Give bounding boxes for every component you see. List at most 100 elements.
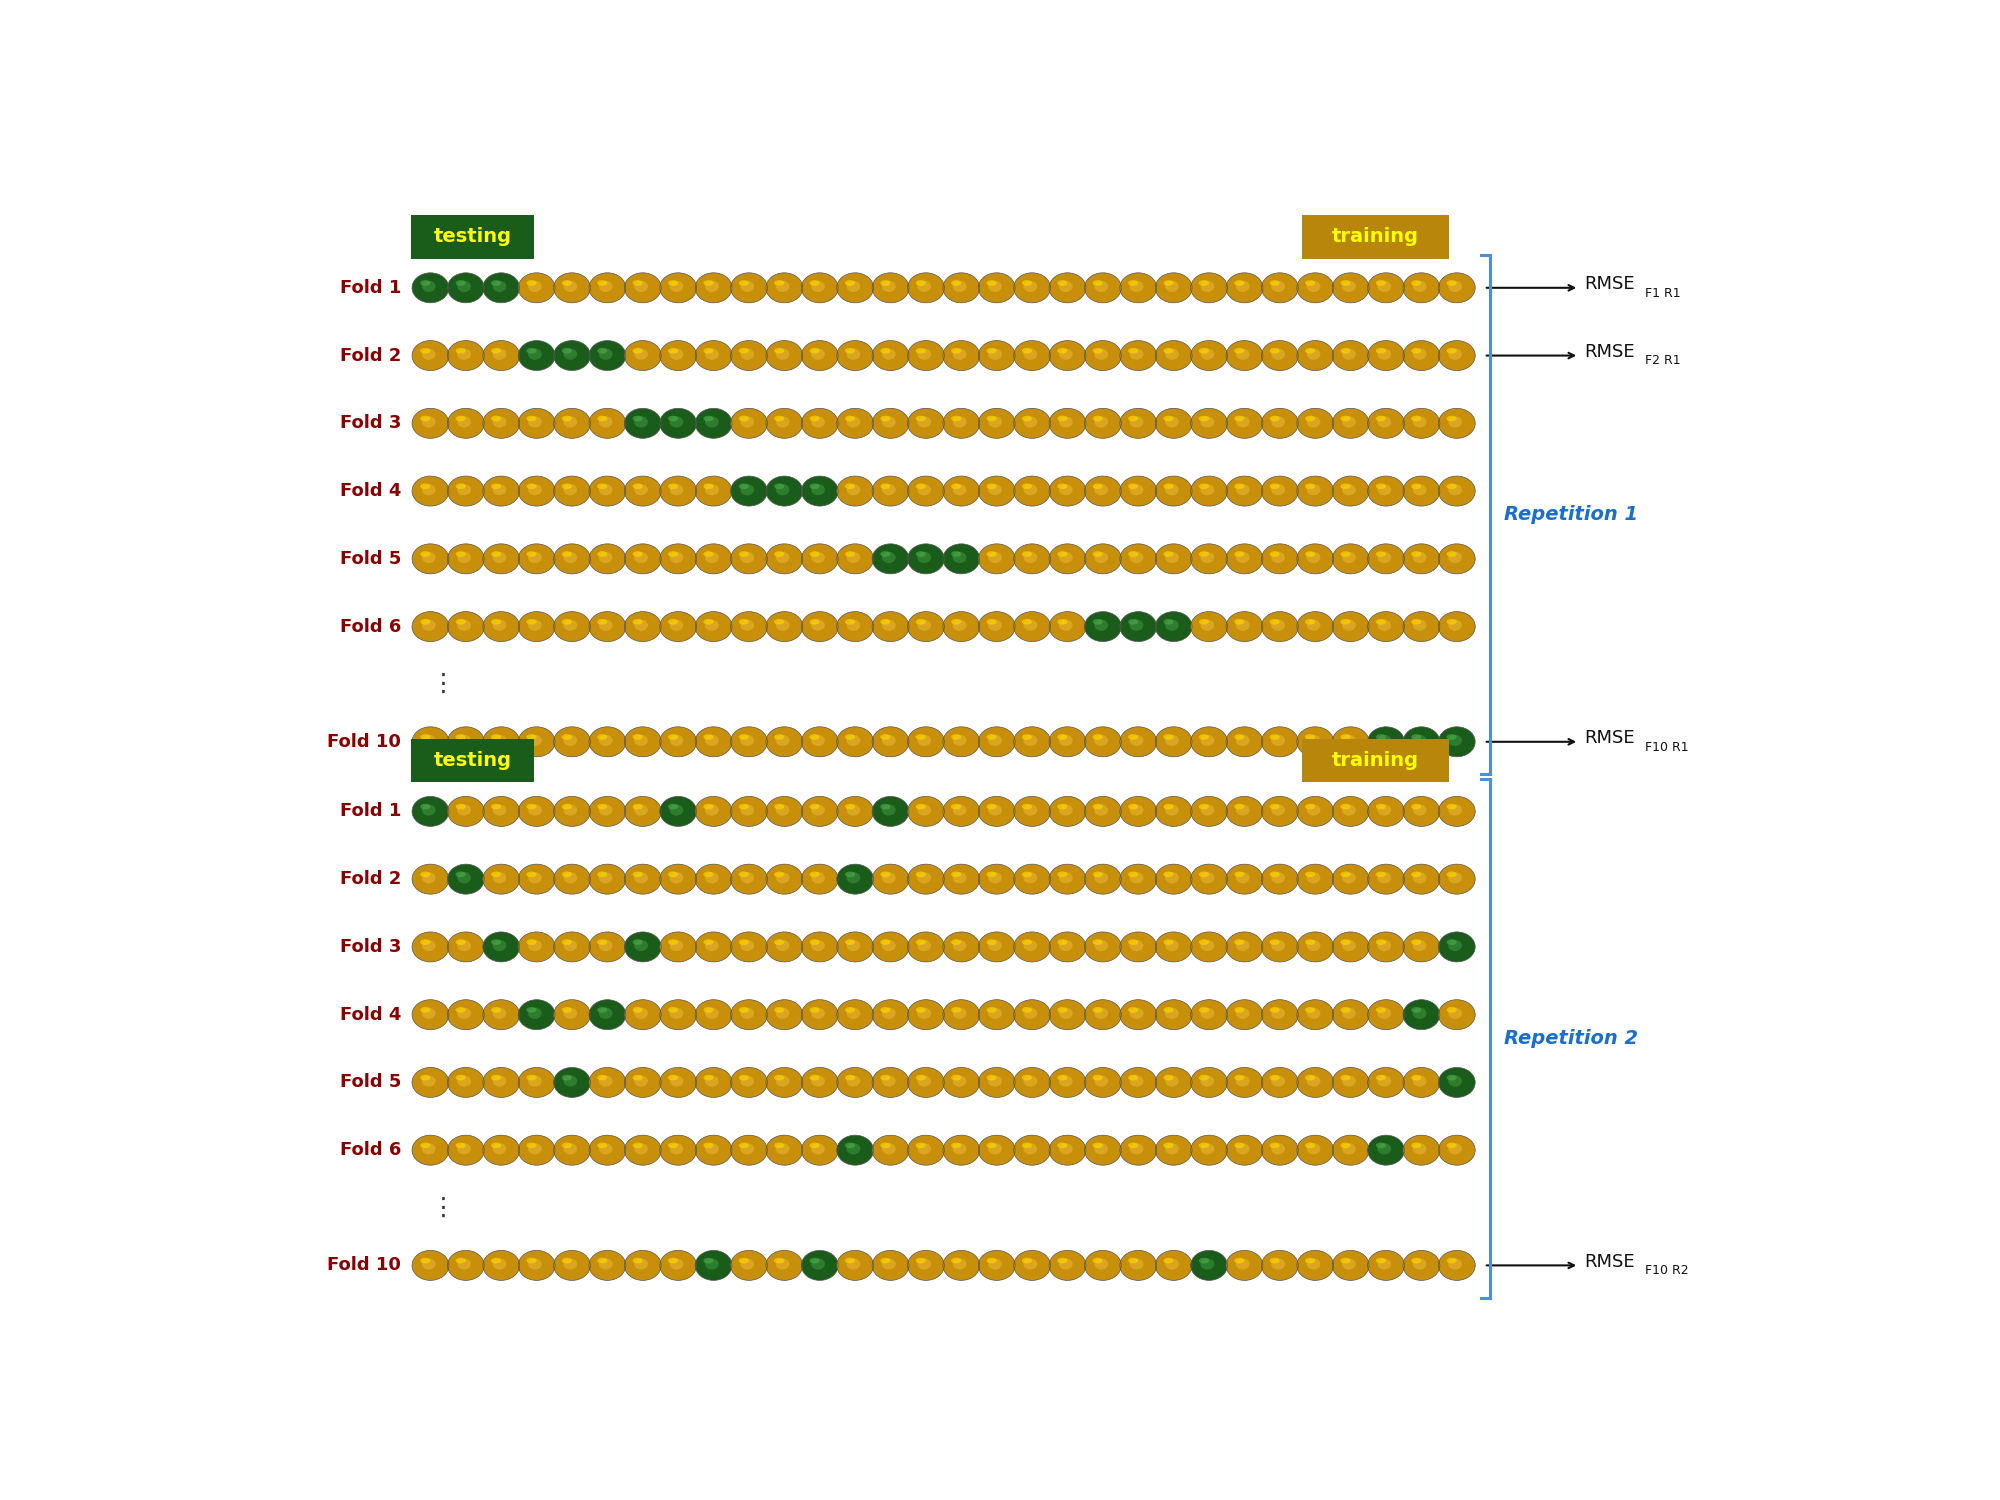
Ellipse shape [1440, 1137, 1472, 1162]
Ellipse shape [874, 865, 906, 892]
Ellipse shape [1376, 1074, 1394, 1089]
Ellipse shape [766, 932, 802, 962]
Ellipse shape [986, 1257, 1004, 1272]
Ellipse shape [1234, 1257, 1244, 1263]
Ellipse shape [942, 408, 980, 438]
Ellipse shape [1374, 1140, 1396, 1158]
Ellipse shape [1092, 734, 1110, 748]
Ellipse shape [1166, 1077, 1176, 1084]
Ellipse shape [1018, 1138, 1046, 1161]
Ellipse shape [880, 871, 890, 877]
Ellipse shape [422, 552, 436, 562]
Ellipse shape [698, 546, 730, 572]
Ellipse shape [590, 476, 626, 506]
Ellipse shape [882, 484, 896, 495]
Ellipse shape [1442, 411, 1470, 434]
Ellipse shape [560, 482, 582, 500]
Ellipse shape [1054, 482, 1078, 500]
Ellipse shape [1416, 944, 1422, 946]
Ellipse shape [590, 729, 624, 754]
Ellipse shape [702, 618, 722, 633]
Ellipse shape [1438, 544, 1476, 574]
Ellipse shape [770, 615, 798, 638]
Ellipse shape [910, 342, 942, 369]
Ellipse shape [518, 999, 556, 1029]
Ellipse shape [1192, 342, 1224, 369]
Ellipse shape [666, 413, 688, 432]
Ellipse shape [666, 482, 688, 500]
Ellipse shape [562, 734, 580, 748]
Ellipse shape [1230, 548, 1258, 570]
Ellipse shape [1370, 865, 1402, 892]
Ellipse shape [920, 1077, 928, 1084]
Ellipse shape [844, 550, 862, 566]
Ellipse shape [1014, 932, 1050, 962]
Ellipse shape [836, 273, 874, 303]
Ellipse shape [1020, 616, 1042, 634]
Ellipse shape [806, 867, 832, 889]
Ellipse shape [1090, 732, 1114, 750]
Ellipse shape [810, 1257, 820, 1263]
Ellipse shape [842, 936, 866, 956]
Ellipse shape [1060, 942, 1070, 950]
Ellipse shape [1054, 730, 1080, 753]
Ellipse shape [1378, 1258, 1392, 1269]
Ellipse shape [1058, 940, 1072, 951]
Ellipse shape [1438, 273, 1476, 303]
Ellipse shape [1306, 804, 1316, 810]
Ellipse shape [844, 483, 856, 489]
Ellipse shape [1438, 612, 1476, 642]
Ellipse shape [1054, 480, 1080, 502]
Ellipse shape [1234, 1257, 1252, 1272]
Ellipse shape [668, 483, 678, 489]
Ellipse shape [1022, 1143, 1032, 1149]
Ellipse shape [1438, 796, 1476, 826]
Ellipse shape [700, 1071, 726, 1094]
Ellipse shape [774, 1007, 792, 1022]
Ellipse shape [1240, 420, 1244, 423]
Ellipse shape [462, 944, 466, 946]
Ellipse shape [844, 734, 862, 748]
Ellipse shape [1370, 1070, 1402, 1095]
Ellipse shape [1094, 871, 1108, 883]
Ellipse shape [1088, 615, 1116, 638]
Ellipse shape [802, 1068, 838, 1098]
Ellipse shape [1058, 735, 1072, 746]
Ellipse shape [1024, 940, 1038, 951]
Ellipse shape [518, 612, 556, 642]
Ellipse shape [590, 796, 626, 826]
Ellipse shape [530, 621, 540, 628]
Ellipse shape [806, 934, 832, 957]
Ellipse shape [922, 555, 926, 558]
Ellipse shape [1022, 620, 1032, 624]
Ellipse shape [734, 344, 762, 366]
Ellipse shape [1196, 1005, 1220, 1023]
Ellipse shape [1300, 411, 1328, 434]
Ellipse shape [1020, 1005, 1042, 1023]
Ellipse shape [884, 419, 894, 426]
Ellipse shape [804, 865, 836, 892]
Ellipse shape [952, 552, 966, 562]
Ellipse shape [1162, 549, 1184, 567]
Ellipse shape [526, 414, 544, 429]
Text: RMSE: RMSE [1584, 729, 1636, 747]
Ellipse shape [808, 482, 830, 500]
Ellipse shape [1234, 483, 1244, 489]
Ellipse shape [1194, 344, 1222, 366]
Ellipse shape [666, 801, 688, 820]
Ellipse shape [880, 1257, 890, 1263]
Ellipse shape [1194, 1071, 1222, 1094]
Ellipse shape [562, 620, 572, 624]
Ellipse shape [774, 348, 784, 354]
Ellipse shape [1346, 876, 1350, 879]
Ellipse shape [1378, 871, 1392, 883]
Ellipse shape [420, 870, 438, 885]
Ellipse shape [770, 1071, 798, 1094]
Ellipse shape [990, 806, 1000, 813]
Ellipse shape [1090, 1072, 1114, 1090]
Ellipse shape [426, 284, 430, 288]
Ellipse shape [412, 1251, 448, 1281]
Ellipse shape [1056, 618, 1076, 633]
Ellipse shape [704, 416, 714, 422]
Ellipse shape [1410, 1257, 1430, 1272]
